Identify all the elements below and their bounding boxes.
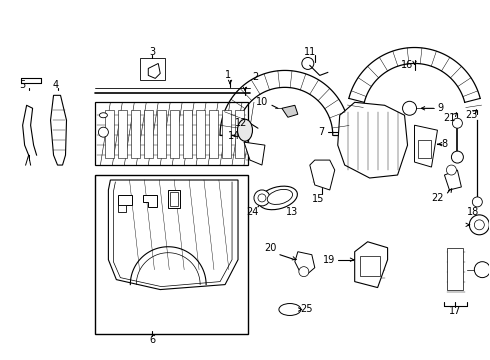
Circle shape — [254, 190, 270, 206]
Ellipse shape — [238, 119, 252, 141]
Bar — [390, 137, 403, 153]
Bar — [417, 140, 432, 158]
Polygon shape — [108, 180, 238, 289]
Text: 12: 12 — [235, 118, 247, 128]
Bar — [157, 110, 166, 158]
Bar — [96, 102, 248, 165]
Bar — [170, 192, 178, 206]
Text: 21: 21 — [443, 113, 456, 123]
Text: 4: 4 — [52, 80, 59, 90]
Polygon shape — [50, 95, 67, 165]
Circle shape — [98, 127, 108, 137]
Bar — [222, 110, 231, 158]
Circle shape — [403, 101, 416, 115]
Bar — [131, 110, 140, 158]
Circle shape — [472, 197, 482, 207]
Bar — [119, 195, 132, 205]
Circle shape — [474, 262, 490, 278]
Text: 17: 17 — [449, 306, 462, 316]
Circle shape — [258, 194, 266, 202]
Circle shape — [452, 118, 463, 128]
Text: 22: 22 — [431, 193, 444, 203]
Circle shape — [54, 136, 63, 144]
Circle shape — [446, 165, 456, 175]
Circle shape — [469, 215, 490, 235]
Polygon shape — [338, 102, 408, 178]
Text: 1: 1 — [225, 71, 231, 80]
Text: 19: 19 — [322, 255, 335, 265]
Text: 11: 11 — [304, 48, 316, 58]
Bar — [360, 256, 380, 276]
Bar — [196, 110, 205, 158]
Bar — [105, 110, 114, 158]
Bar — [119, 205, 126, 212]
Circle shape — [54, 108, 63, 116]
Ellipse shape — [267, 189, 293, 204]
Text: 13: 13 — [286, 207, 298, 217]
Polygon shape — [282, 105, 298, 117]
Circle shape — [474, 220, 484, 230]
Text: 25: 25 — [300, 305, 312, 315]
Bar — [369, 144, 383, 160]
Text: 18: 18 — [467, 207, 480, 217]
Circle shape — [451, 151, 464, 163]
Text: 8: 8 — [441, 139, 447, 149]
Text: 24: 24 — [246, 207, 258, 217]
Polygon shape — [415, 125, 438, 167]
Ellipse shape — [279, 303, 301, 315]
Text: 23: 23 — [465, 110, 478, 120]
Polygon shape — [355, 242, 388, 288]
Bar — [447, 248, 464, 289]
Text: 2: 2 — [252, 72, 258, 82]
Text: 10: 10 — [256, 97, 268, 107]
Text: 3: 3 — [149, 48, 155, 58]
Ellipse shape — [99, 113, 107, 118]
Text: 6: 6 — [149, 336, 155, 345]
Text: 16: 16 — [401, 60, 414, 71]
Polygon shape — [148, 63, 160, 78]
Text: 15: 15 — [312, 194, 324, 204]
Text: 14: 14 — [228, 131, 240, 141]
Text: 20: 20 — [265, 243, 277, 253]
Bar — [183, 110, 192, 158]
Polygon shape — [310, 160, 335, 190]
Polygon shape — [444, 170, 462, 190]
Ellipse shape — [258, 186, 297, 210]
Bar — [140, 58, 165, 80]
Circle shape — [302, 58, 314, 69]
Bar — [168, 190, 180, 208]
Polygon shape — [244, 142, 265, 165]
Bar — [144, 110, 153, 158]
Polygon shape — [295, 252, 315, 274]
Circle shape — [299, 267, 309, 276]
Bar — [235, 110, 244, 158]
Polygon shape — [143, 195, 157, 207]
Bar — [119, 110, 127, 158]
Bar — [170, 110, 179, 158]
Text: 5: 5 — [20, 80, 26, 90]
Bar — [209, 110, 218, 158]
Bar — [96, 175, 248, 334]
Text: 9: 9 — [438, 103, 443, 113]
Text: 7: 7 — [318, 127, 325, 137]
Bar — [350, 139, 363, 155]
